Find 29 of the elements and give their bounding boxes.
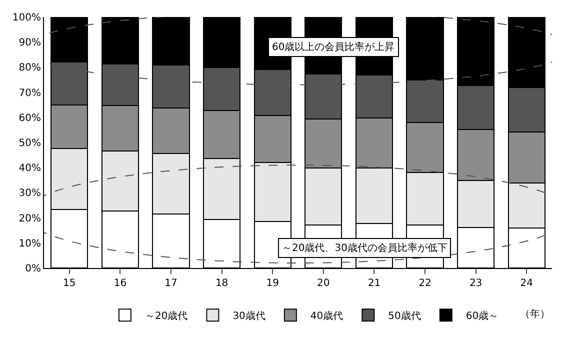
x-tick-label: 19 <box>266 278 279 289</box>
x-tick-label: 21 <box>368 278 381 289</box>
x-tick-label: 16 <box>114 278 127 289</box>
legend-label: 60歳～ <box>466 310 499 322</box>
y-tick-label: 10% <box>18 238 41 250</box>
y-tick-label: 80% <box>18 62 41 74</box>
y-tick-label: 30% <box>18 188 41 200</box>
legend-label: 50歳代 <box>388 310 421 322</box>
x-tick-label: 22 <box>418 278 432 289</box>
x-tick-label: 23 <box>469 278 482 289</box>
x-axis-title: （年） <box>520 308 550 320</box>
annotation: ～20歳代、30歳代の会員比率が低下 <box>282 242 448 254</box>
x-tick-label: 20 <box>317 278 330 289</box>
legend-label: 40歳代 <box>310 310 344 322</box>
legend-label: 30歳代 <box>232 310 266 322</box>
y-tick-label: 100% <box>12 12 41 24</box>
y-tick-label: 70% <box>18 88 41 99</box>
x-tick-label: 24 <box>520 278 533 289</box>
y-tick-label: 50% <box>18 138 41 149</box>
y-tick-label: 0% <box>25 264 41 274</box>
y-tick-label: 60% <box>18 112 41 124</box>
x-tick-label: 17 <box>164 278 178 289</box>
x-tick-label: 18 <box>215 278 228 289</box>
y-tick-label: 20% <box>18 213 41 224</box>
y-tick-label: 90% <box>18 38 41 49</box>
y-tick-label: 40% <box>18 163 41 174</box>
x-tick-label: 15 <box>63 278 76 289</box>
annotation: 60歳以上の会員比率が上昇 <box>272 41 395 53</box>
legend-label: ～20歳代 <box>144 310 188 322</box>
